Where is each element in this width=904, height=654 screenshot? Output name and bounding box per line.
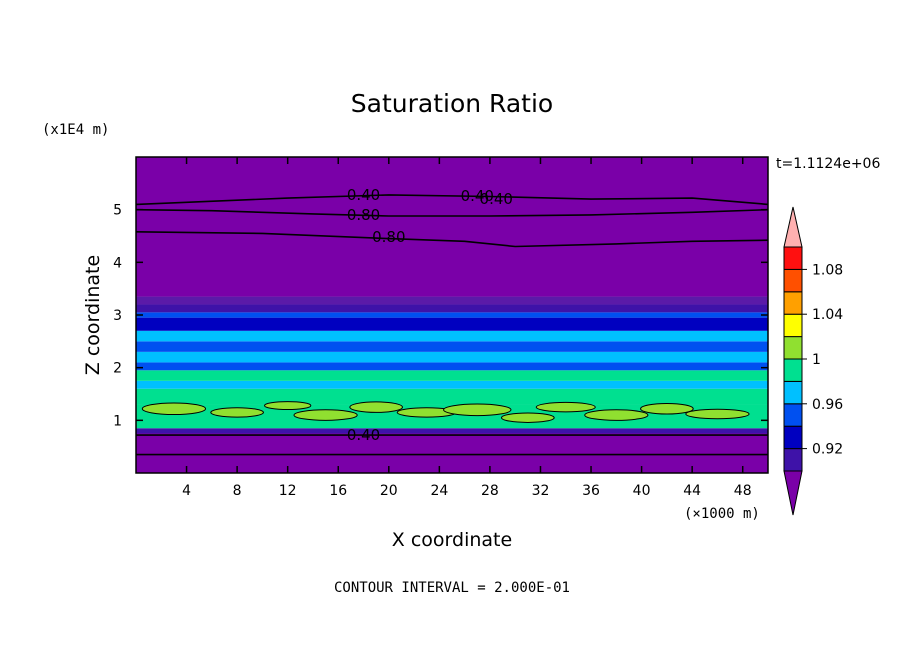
- x-tick-label: 48: [734, 483, 752, 499]
- x-tick-label: 12: [279, 483, 297, 499]
- contour-band: [136, 433, 768, 473]
- contour-label: 0.40: [480, 190, 513, 208]
- x-tick-label: 28: [481, 483, 499, 499]
- green-patch: [584, 409, 649, 421]
- x-tick-label: 16: [329, 483, 347, 499]
- contour-band: [136, 341, 768, 352]
- y-axis-title: Z coordinate: [82, 255, 104, 375]
- colorbar-segment: [783, 246, 803, 270]
- green-patch: [685, 408, 750, 420]
- green-patch: [210, 407, 264, 418]
- contour-band: [136, 296, 768, 305]
- green-patch: [349, 401, 403, 413]
- colorbar-tick-label: 0.92: [812, 442, 843, 458]
- contour-band: [136, 351, 768, 363]
- green-patch: [640, 402, 694, 415]
- green-patch: [535, 401, 596, 413]
- contour-band: [136, 388, 768, 405]
- green-patch: [501, 412, 555, 423]
- green-patch: [264, 401, 312, 411]
- contour-lines: [135, 194, 769, 456]
- time-label: t=1.1124e+06: [776, 156, 880, 172]
- contour-line: [135, 194, 769, 206]
- contour-band: [136, 380, 768, 389]
- contour-label: 0.80: [347, 206, 380, 224]
- contour-label: 0.40: [347, 426, 380, 444]
- x-tick-label: 8: [233, 483, 242, 499]
- y-unit-label: (x1E4 m): [42, 122, 109, 138]
- green-patch: [443, 403, 512, 417]
- contour-line: [135, 208, 769, 217]
- colorbar-tick-label: 1.04: [812, 307, 843, 323]
- x-tick-label: 4: [182, 483, 191, 499]
- y-tick-label: 3: [113, 308, 122, 324]
- contour-band: [136, 428, 768, 434]
- colorbar-segment: [783, 425, 803, 450]
- contour-line: [135, 231, 769, 248]
- x-tick-label: 40: [633, 483, 651, 499]
- colorbar-tick-label: 1: [812, 352, 821, 368]
- contour-band: [136, 304, 768, 313]
- colorbar-segment: [783, 380, 803, 405]
- contour-band: [136, 370, 768, 381]
- colorbar-tick-label: 0.96: [812, 397, 843, 413]
- green-patch: [141, 402, 207, 416]
- y-tick-label: 2: [113, 361, 122, 377]
- x-tick-label: 20: [380, 483, 398, 499]
- colorbar-segment: [783, 448, 803, 472]
- contour-band: [136, 312, 768, 318]
- x-tick-label: 36: [582, 483, 600, 499]
- plot-area: [136, 157, 768, 473]
- x-axis-title: X coordinate: [392, 529, 512, 551]
- contour-label: 0.40: [347, 186, 380, 204]
- x-tick-label: 32: [532, 483, 550, 499]
- colorbar-bottom-arrow: [783, 470, 803, 516]
- contour-band: [136, 330, 768, 342]
- colorbar-top-arrow: [783, 206, 803, 248]
- colorbar-segment: [783, 268, 803, 293]
- green-patch: [293, 409, 358, 421]
- colorbar-segment: [783, 358, 803, 382]
- colorbar-segment: [783, 336, 803, 360]
- contour-label: 0.80: [372, 228, 405, 246]
- contour-interval-note: CONTOUR INTERVAL = 2.000E-01: [334, 580, 570, 596]
- colorbar-segment: [783, 313, 803, 338]
- x-tick-label: 24: [430, 483, 448, 499]
- y-tick-label: 4: [113, 255, 122, 271]
- colorbar-segment: [783, 403, 803, 427]
- colorbar-tick-label: 1.08: [812, 262, 843, 278]
- x-unit-label: (×1000 m): [684, 506, 760, 522]
- y-tick-label: 5: [113, 203, 122, 219]
- contour-band: [136, 157, 768, 297]
- colorbar-segment: [783, 291, 803, 315]
- contour-label: 0.40: [461, 187, 494, 205]
- x-tick-label: 44: [683, 483, 701, 499]
- chart-title: Saturation Ratio: [351, 89, 553, 118]
- contour-labels: 0.40 0.400.800.800.400.40: [347, 186, 513, 444]
- contour-band: [136, 362, 768, 371]
- colorbar: 0.92 0.96 1 1.04 1.08: [783, 206, 843, 516]
- contour-band: [136, 317, 768, 331]
- y-tick-label: 1: [113, 413, 122, 429]
